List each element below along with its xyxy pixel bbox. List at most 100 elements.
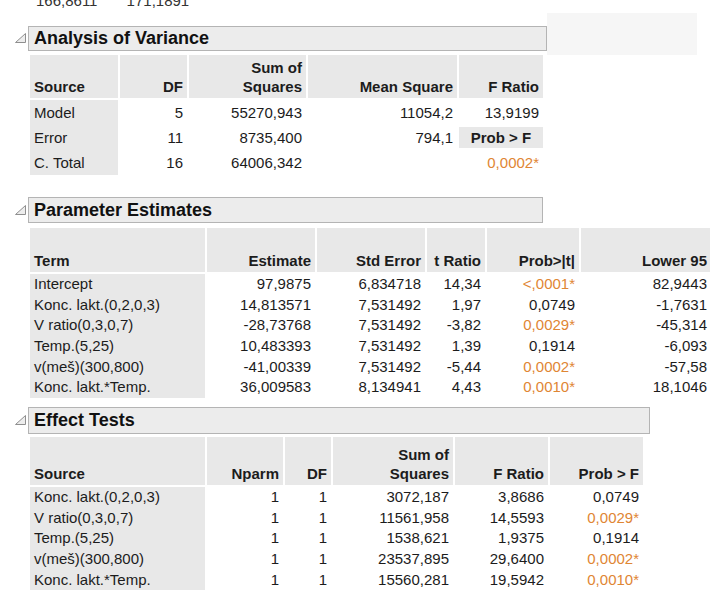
- row-label-cell: Intercept: [30, 274, 205, 295]
- column-header: t Ratio: [427, 228, 485, 272]
- value-cell: 11561,958: [333, 508, 453, 529]
- value-cell: 0,0029*: [487, 315, 579, 336]
- section-title-analysis-of-variance[interactable]: Analysis of Variance: [28, 26, 547, 51]
- row-label-cell: V ratio(0,3,0,7): [30, 508, 205, 529]
- value-cell: 0,0010*: [487, 377, 579, 398]
- background-region: [547, 13, 697, 55]
- column-header: Mean Square: [308, 55, 457, 98]
- value-cell: -57,58: [581, 357, 710, 378]
- value-cell: 1,97: [427, 295, 485, 316]
- value-cell: 1: [285, 549, 331, 570]
- effect-tests-table-body: Konc. lakt.(0,2,0,3)113072,1873,86860,07…: [30, 487, 643, 590]
- value-cell: -41,00339: [207, 357, 315, 378]
- effect-tests-table-header: SourceNparmDFSum ofSquaresF RatioProb > …: [30, 437, 643, 485]
- value-cell: 1,9375: [455, 528, 548, 549]
- column-header: Sum ofSquares: [189, 55, 306, 98]
- value-cell: 7,531492: [317, 295, 425, 316]
- row-label-cell: Konc. lakt.(0,2,0,3): [30, 295, 205, 316]
- value-cell: 15560,281: [333, 570, 453, 591]
- column-header: F Ratio: [459, 55, 543, 98]
- value-cell: 64006,342: [189, 150, 306, 175]
- value-cell: -3,82: [427, 315, 485, 336]
- value-cell: -5,44: [427, 357, 485, 378]
- column-header: Std Error: [317, 228, 425, 272]
- value-cell: 6,834718: [317, 274, 425, 295]
- anova-table-body: Model555270,94311054,213,9199Error118735…: [30, 100, 543, 175]
- section-title-effect-tests[interactable]: Effect Tests: [28, 407, 650, 434]
- value-cell: 5: [120, 100, 187, 125]
- value-cell: 18,1046: [581, 377, 710, 398]
- section-title-label: Analysis of Variance: [34, 28, 209, 49]
- value-cell: 36,009583: [207, 377, 315, 398]
- value-cell: 3,8686: [455, 487, 548, 508]
- row-label-cell: Konc. lakt.(0,2,0,3): [30, 487, 205, 508]
- column-header: Prob > F: [550, 437, 643, 485]
- row-label-cell: v(meš)(300,800): [30, 549, 205, 570]
- value-cell: 14,34: [427, 274, 485, 295]
- row-label-cell: Konc. lakt.*Temp.: [30, 570, 205, 591]
- value-cell: 16: [120, 150, 187, 175]
- column-header: Prob>|t|: [487, 228, 579, 272]
- section-title-label: Parameter Estimates: [34, 200, 212, 221]
- value-cell: 82,9443: [581, 274, 710, 295]
- value-cell: 1,39: [427, 336, 485, 357]
- value-cell: 55270,943: [189, 100, 306, 125]
- value-cell: 97,9875: [207, 274, 315, 295]
- value-cell: 14,5593: [455, 508, 548, 529]
- value-cell: 3072,187: [333, 487, 453, 508]
- value-cell: -6,093: [581, 336, 710, 357]
- column-header: DF: [120, 55, 187, 98]
- value-cell: 0,0749: [487, 295, 579, 316]
- disclosure-triangle-icon[interactable]: [14, 204, 27, 216]
- column-header: Sum ofSquares: [333, 437, 453, 485]
- value-cell: 7,531492: [317, 336, 425, 357]
- value-cell: 8735,400: [189, 125, 306, 150]
- row-label-cell: Error: [30, 125, 118, 150]
- value-cell: 0,0002*: [487, 357, 579, 378]
- column-header: Estimate: [207, 228, 315, 272]
- value-cell: 0,0002*: [459, 150, 543, 175]
- value-cell: 4,43: [427, 377, 485, 398]
- parameter-estimates-table-header: TermEstimateStd Errort RatioProb>|t|Lowe…: [30, 228, 710, 272]
- column-header: Source: [30, 437, 205, 485]
- column-header: DF: [285, 437, 331, 485]
- column-header: Lower 95: [581, 228, 710, 272]
- column-header: F Ratio: [455, 437, 548, 485]
- value-cell: 8,134941: [317, 377, 425, 398]
- value-cell: 29,6400: [455, 549, 548, 570]
- value-cell: 7,531492: [317, 315, 425, 336]
- value-cell: 13,9199: [459, 100, 543, 125]
- value-cell: 7,531492: [317, 357, 425, 378]
- row-label-cell: V ratio(0,3,0,7): [30, 315, 205, 336]
- value-cell: 0,1914: [487, 336, 579, 357]
- jmp-report-window: 166,8611 171,1891 Analysis of Variance S…: [0, 0, 710, 599]
- column-header: Source: [30, 55, 118, 98]
- row-label-cell: v(meš)(300,800): [30, 357, 205, 378]
- effect-tests-table: SourceNparmDFSum ofSquaresF RatioProb > …: [30, 437, 643, 590]
- value-cell: 10,483393: [207, 336, 315, 357]
- value-cell: 14,813571: [207, 295, 315, 316]
- value-cell: 1538,621: [333, 528, 453, 549]
- value-cell: 1: [285, 528, 331, 549]
- value-cell: 1: [207, 570, 283, 591]
- row-label-cell: Temp.(5,25): [30, 336, 205, 357]
- value-cell: 0,0002*: [550, 549, 643, 570]
- section-title-parameter-estimates[interactable]: Parameter Estimates: [28, 197, 543, 223]
- disclosure-triangle-icon[interactable]: [14, 32, 27, 44]
- section-title-label: Effect Tests: [34, 410, 135, 431]
- value-cell: 23537,895: [333, 549, 453, 570]
- value-cell: 1: [207, 549, 283, 570]
- column-header: Nparm: [207, 437, 283, 485]
- value-cell: 11054,2: [308, 100, 457, 125]
- value-cell: 1: [207, 528, 283, 549]
- value-cell: 794,1: [308, 125, 457, 150]
- value-cell: 19,5942: [455, 570, 548, 591]
- column-header: Term: [30, 228, 205, 272]
- value-cell: 1: [285, 508, 331, 529]
- row-label-cell: Model: [30, 100, 118, 125]
- row-label-cell: Konc. lakt.*Temp.: [30, 377, 205, 398]
- disclosure-triangle-icon[interactable]: [14, 414, 27, 426]
- value-cell: [308, 150, 457, 175]
- clipped-scrolled-text: 166,8611 171,1891: [36, 0, 356, 9]
- parameter-estimates-table-body: Intercept97,98756,83471814,34<,0001*82,9…: [30, 274, 710, 398]
